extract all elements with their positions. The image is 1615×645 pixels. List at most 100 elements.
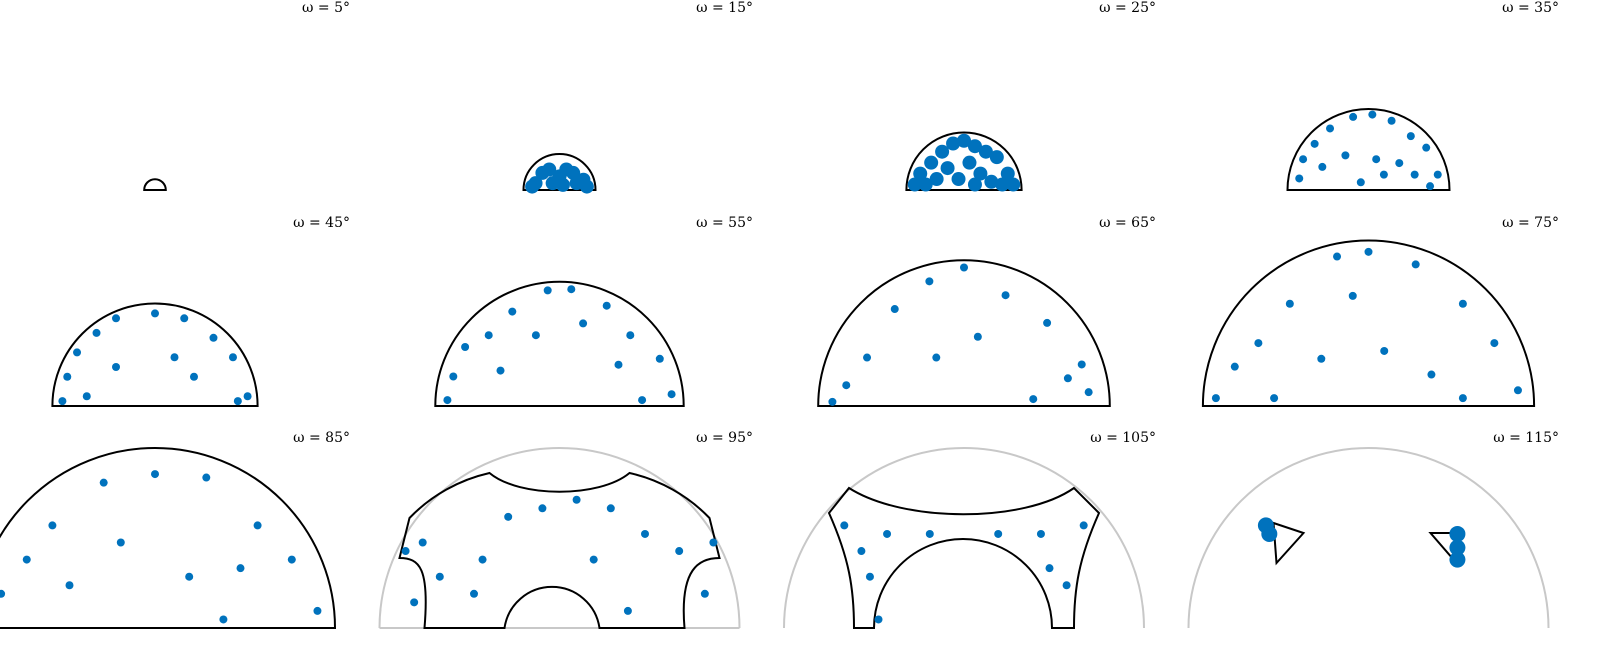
data-point (1029, 395, 1038, 404)
boundary-outline (522, 153, 597, 191)
panel-omega-95: ω = 95° (378, 430, 753, 629)
data-point (935, 144, 950, 159)
data-point (1380, 346, 1389, 355)
data-point (484, 331, 493, 340)
reference-circle (378, 447, 741, 629)
data-point (82, 392, 91, 401)
data-point (1257, 517, 1274, 534)
data-point (1411, 260, 1420, 269)
data-point (1006, 177, 1021, 192)
data-point (1000, 166, 1015, 181)
data-point (1270, 394, 1279, 403)
data-point (1422, 143, 1431, 152)
boundary-outline (905, 131, 1023, 191)
data-point (151, 470, 159, 479)
data-point (470, 589, 478, 598)
data-point (1299, 155, 1308, 164)
data-point (1364, 247, 1373, 256)
reference-circle (1187, 447, 1550, 629)
data-point (538, 504, 547, 513)
data-point (984, 174, 999, 189)
data-point (449, 372, 458, 381)
data-point (1317, 354, 1326, 363)
data-point (925, 277, 934, 286)
data-point (932, 353, 941, 362)
data-point (410, 598, 419, 607)
data-point (655, 354, 664, 363)
data-point (1043, 318, 1052, 327)
reference-circle (783, 447, 1145, 629)
boundary-outline (143, 178, 167, 191)
data-point (418, 538, 427, 547)
data-point (940, 161, 955, 176)
data-point (675, 547, 684, 556)
panel-omega-25: ω = 25° (905, 0, 1156, 192)
data-point (555, 177, 570, 192)
data-point (1513, 386, 1522, 395)
data-point (883, 529, 892, 538)
data-point (1062, 581, 1071, 590)
data-point (1211, 394, 1220, 403)
data-point (543, 286, 552, 295)
data-point (73, 348, 82, 357)
data-point (496, 366, 505, 375)
data-point (1348, 291, 1357, 300)
data-point (1410, 170, 1419, 179)
data-point (638, 396, 647, 405)
boundary-outline (817, 259, 1111, 407)
panel-title: ω = 25° (1099, 0, 1156, 16)
data-point (253, 521, 262, 530)
data-point (1427, 370, 1436, 379)
data-point (951, 172, 966, 187)
data-point (709, 538, 718, 547)
data-point (1230, 362, 1239, 371)
data-point (929, 172, 944, 187)
data-point (1326, 124, 1335, 133)
data-point (924, 155, 939, 170)
data-point (1318, 162, 1327, 171)
panels: ω = 5° ω = 15° ω = 25° ω = 35° ω = 45° ω = 55… (0, 0, 1559, 629)
data-point (1001, 291, 1010, 300)
panel-title: ω = 65° (1099, 215, 1156, 231)
data-point (112, 314, 121, 323)
data-point (572, 495, 581, 504)
data-point (48, 521, 57, 530)
data-point (962, 155, 977, 170)
panel-omega-55: ω = 55° (434, 215, 753, 407)
panel-title: ω = 15° (696, 0, 753, 16)
data-point (92, 328, 101, 337)
data-point (1406, 132, 1415, 141)
data-point (840, 521, 849, 530)
data-point (957, 133, 971, 148)
data-point (913, 166, 928, 181)
data-point (287, 555, 296, 564)
data-point (116, 538, 125, 547)
data-point (185, 572, 194, 581)
data-point (1077, 360, 1086, 369)
data-point (865, 572, 874, 581)
panel-title: ω = 45° (293, 215, 350, 231)
data-point (219, 615, 228, 624)
data-point (58, 397, 67, 406)
panel-title: ω = 115° (1493, 430, 1559, 446)
data-point (925, 529, 934, 538)
data-point (1449, 539, 1466, 556)
data-point (65, 581, 74, 590)
panel-title: ω = 75° (1502, 215, 1559, 231)
panel-omega-45: ω = 45° (51, 215, 350, 407)
data-point (1079, 521, 1088, 530)
data-point (180, 314, 189, 323)
data-point (994, 529, 1003, 538)
panel-omega-75: ω = 75° (1201, 215, 1559, 407)
panel-title: ω = 95° (696, 430, 753, 446)
boundary-outline (434, 280, 685, 407)
triangle-left (1272, 521, 1306, 566)
data-point (0, 589, 6, 598)
data-point (1458, 299, 1467, 308)
data-point (946, 136, 961, 151)
data-point (960, 263, 968, 272)
data-point (1433, 170, 1442, 179)
data-point (202, 473, 211, 482)
data-point (589, 555, 598, 564)
boundary-outline (0, 447, 337, 629)
